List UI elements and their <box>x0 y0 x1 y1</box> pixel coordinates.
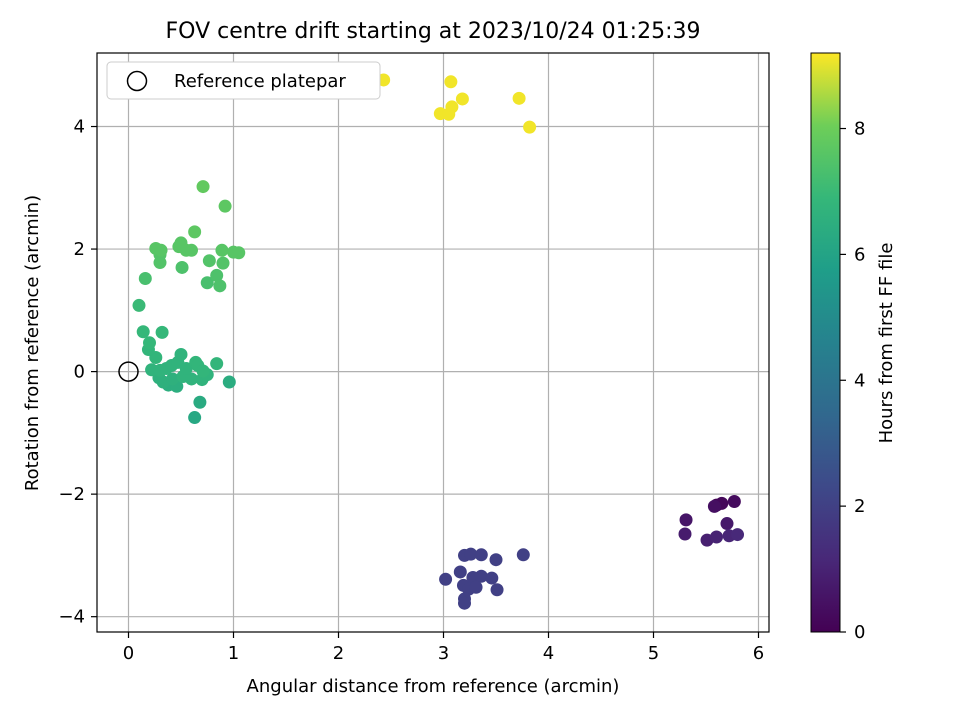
data-point <box>175 260 189 274</box>
x-tick-label: 6 <box>753 643 764 664</box>
data-point <box>200 276 214 290</box>
data-point <box>154 243 168 257</box>
y-tick-label: −4 <box>58 607 85 628</box>
chart-title: FOV centre drift starting at 2023/10/24 … <box>166 19 701 44</box>
data-point <box>193 395 207 409</box>
data-point <box>216 256 230 270</box>
y-tick-label: 4 <box>74 117 85 138</box>
y-tick-label: 0 <box>74 362 85 383</box>
colorbar-tick-label: 6 <box>854 244 865 265</box>
data-point <box>138 271 152 285</box>
x-tick-label: 1 <box>228 643 239 664</box>
x-tick-label: 2 <box>333 643 344 664</box>
colorbar-tick-label: 2 <box>854 496 865 517</box>
data-point <box>710 530 723 544</box>
colorbar-gradient <box>810 52 841 633</box>
data-point <box>489 553 503 567</box>
data-point <box>136 325 150 339</box>
y-tick-label: 2 <box>74 239 85 260</box>
colorbar-tick-label: 0 <box>854 622 865 643</box>
y-axis-ticks: −4 −2 0 2 4 <box>58 117 97 628</box>
grid <box>97 53 769 632</box>
data-point <box>218 199 232 213</box>
data-point <box>707 499 721 513</box>
x-tick-label: 5 <box>648 643 659 664</box>
x-tick-label: 3 <box>438 643 449 664</box>
data-point <box>213 279 227 293</box>
colorbar-tick-label: 4 <box>854 370 865 391</box>
scatter-points <box>132 73 744 610</box>
data-point <box>215 243 229 257</box>
data-point <box>727 494 741 508</box>
y-tick-label: −2 <box>58 484 85 505</box>
data-point <box>174 347 188 361</box>
data-point <box>485 571 499 585</box>
data-point <box>132 298 146 312</box>
data-point <box>179 362 193 376</box>
x-tick-label: 4 <box>543 643 554 664</box>
data-point <box>442 107 456 121</box>
data-point <box>464 547 478 561</box>
data-point <box>458 596 471 610</box>
plot-frame <box>96 52 770 633</box>
data-point <box>469 580 483 594</box>
data-point <box>210 268 224 282</box>
data-point <box>679 513 693 527</box>
data-point <box>474 569 488 583</box>
data-point <box>453 565 467 579</box>
data-point <box>222 375 236 389</box>
data-point <box>439 572 453 586</box>
data-point <box>188 411 202 425</box>
legend-marker-icon <box>126 70 148 92</box>
colorbar: 0 2 4 6 8 Hours from first FF file <box>810 52 897 643</box>
data-point <box>678 527 692 541</box>
data-point <box>202 254 216 268</box>
reference-marker <box>118 361 139 382</box>
legend-entry: Reference platepar <box>174 71 346 92</box>
y-axis-label: Rotation from reference (arcmin) <box>22 195 43 491</box>
data-point <box>523 120 537 134</box>
legend: Reference platepar <box>106 61 381 100</box>
data-point <box>188 225 202 239</box>
x-axis-label: Angular distance from reference (arcmin) <box>247 676 620 697</box>
data-point <box>166 372 180 386</box>
colorbar-label: Hours from first FF file <box>876 243 897 444</box>
colorbar-ticks: 0 2 4 6 8 <box>840 119 865 643</box>
data-point <box>455 92 469 106</box>
data-point <box>185 243 198 257</box>
data-point <box>196 180 210 194</box>
colorbar-tick-label: 8 <box>854 119 865 140</box>
data-point <box>143 336 156 350</box>
data-point <box>210 357 224 371</box>
legend-box <box>106 61 381 100</box>
data-point <box>490 583 504 597</box>
data-point <box>155 325 169 339</box>
data-point <box>731 528 744 542</box>
x-tick-label: 0 <box>123 643 134 664</box>
data-point <box>185 372 198 386</box>
reference-platepar-point <box>118 361 139 382</box>
data-point <box>444 75 458 89</box>
x-axis-ticks: 0 1 2 3 4 5 6 <box>123 632 764 664</box>
data-point <box>512 91 526 105</box>
data-point <box>720 517 734 531</box>
data-point <box>196 364 210 378</box>
data-point <box>516 548 530 562</box>
data-point <box>474 548 488 562</box>
data-point <box>232 246 246 260</box>
